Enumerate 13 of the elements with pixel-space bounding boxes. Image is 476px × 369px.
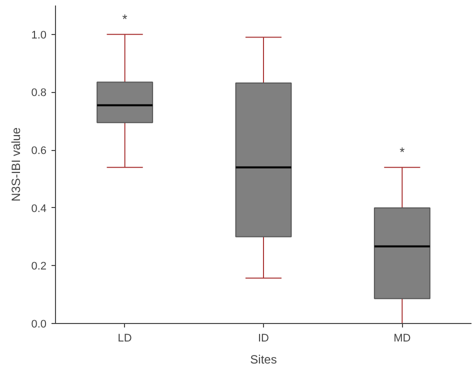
y-tick-label: 1.0 (31, 29, 47, 42)
y-tick-label: 0.0 (31, 318, 47, 330)
y-axis-title: N3S-IBI value (9, 127, 24, 202)
x-axis-title: Sites (250, 352, 277, 366)
y-tick-label: 0.2 (31, 260, 47, 273)
annotation: * (122, 11, 128, 26)
y-tick-label: 0.8 (31, 87, 47, 100)
x-tick-label: ID (258, 332, 270, 344)
x-tick-label: LD (118, 332, 132, 344)
y-tick-label: 0.6 (31, 145, 47, 158)
y-tick-label: 0.4 (31, 202, 47, 215)
annotation: * (400, 144, 405, 160)
x-tick-label: MD (394, 332, 411, 344)
